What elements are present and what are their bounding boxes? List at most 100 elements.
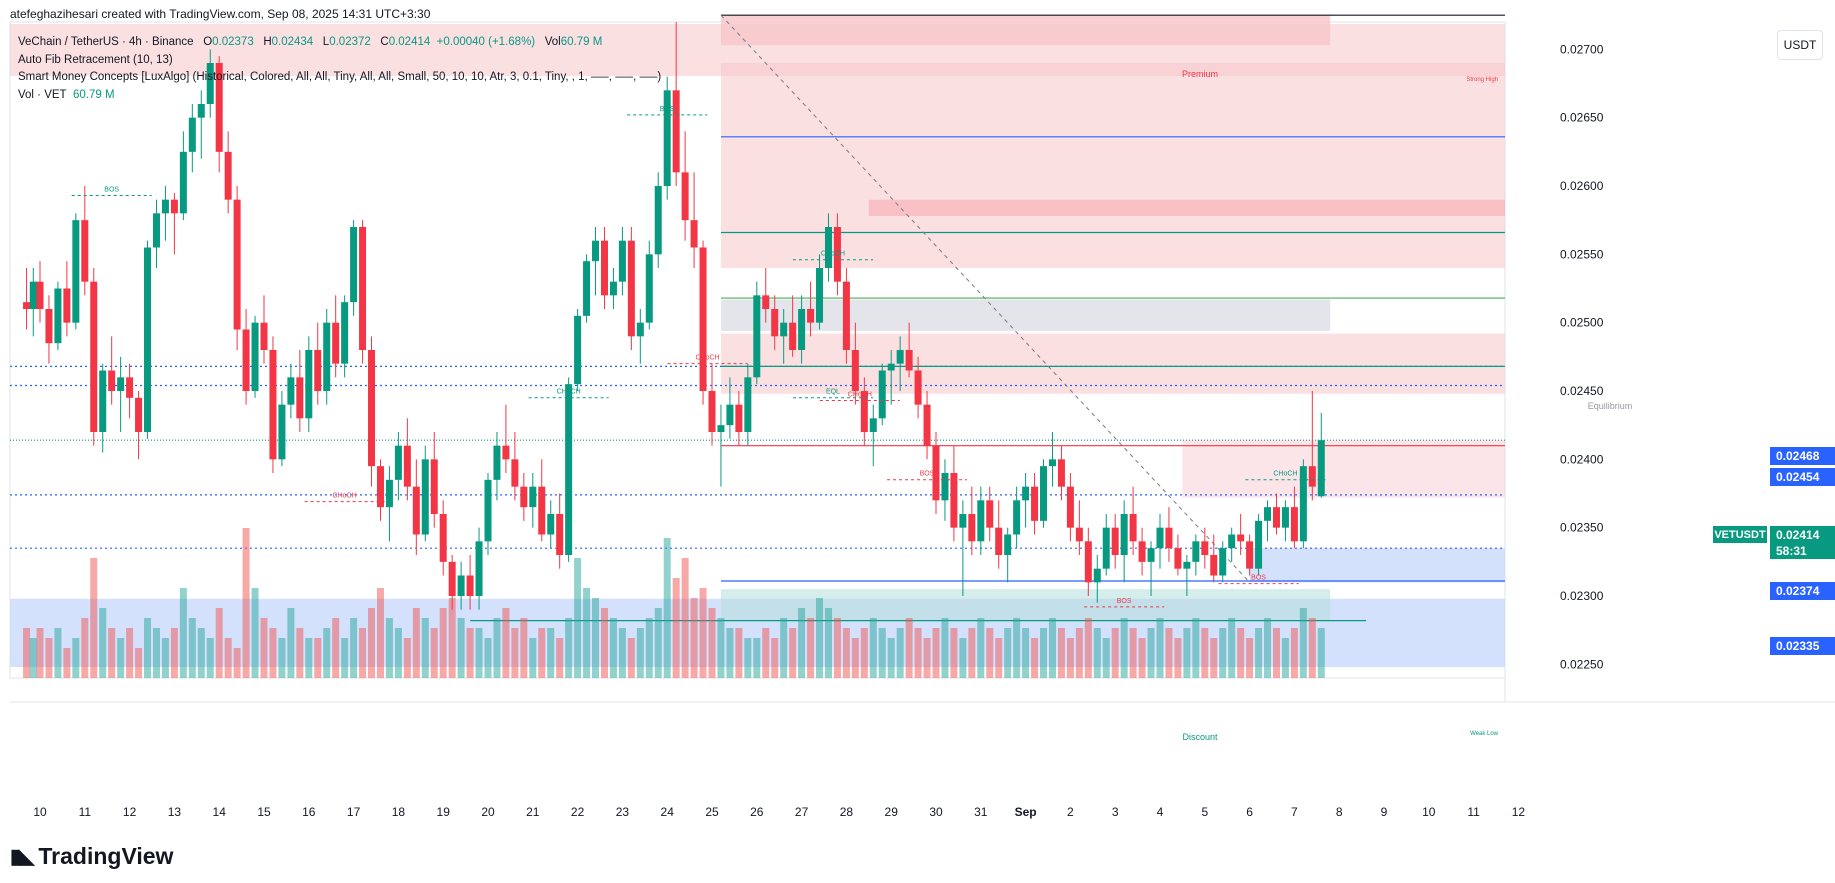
candle-body xyxy=(233,199,241,330)
volume-bar xyxy=(126,628,134,678)
candle-body xyxy=(1138,541,1146,562)
candle-body xyxy=(1210,555,1218,576)
vol-value: 60.79 M xyxy=(560,36,603,48)
candle-body xyxy=(887,363,895,371)
candle-body xyxy=(574,315,582,385)
volume-bar xyxy=(251,588,259,678)
premium-label: Premium xyxy=(1182,69,1218,79)
volume-bar xyxy=(90,558,98,678)
volume-bar xyxy=(233,648,241,678)
candle-body xyxy=(1040,466,1048,521)
volume-bar xyxy=(152,628,160,678)
candle-body xyxy=(81,220,89,282)
time-tick-label: 6 xyxy=(1246,805,1253,819)
candle-body xyxy=(1174,548,1182,569)
price-tag-4: 0.02335 xyxy=(1770,637,1835,655)
legend-indicator-smc[interactable]: Smart Money Concepts [LuxAlgo] (Historic… xyxy=(18,71,662,83)
price-tick-label: 0.02600 xyxy=(1560,179,1604,193)
structure-label: CHoCH xyxy=(848,391,872,398)
time-tick-label: 9 xyxy=(1381,805,1388,819)
tradingview-logo[interactable]: ▮◣ TradingView xyxy=(10,843,173,870)
time-tick-label: 10 xyxy=(1422,805,1436,819)
volume-bar xyxy=(448,598,456,678)
candle-body xyxy=(762,295,770,309)
current-price-tag: 0.02414 xyxy=(1770,526,1835,544)
high-value: 0.02434 xyxy=(271,36,314,48)
volume-bar xyxy=(493,618,501,678)
legend-indicator-fib[interactable]: Auto Fib Retracement (10, 13) xyxy=(18,53,173,66)
volume-bar xyxy=(941,618,949,678)
symbol-tag: VETUSDT xyxy=(1713,526,1767,543)
volume-bar xyxy=(1075,628,1083,678)
candle-body xyxy=(36,281,44,309)
candle-body xyxy=(1147,548,1155,562)
candle-body xyxy=(314,350,322,391)
discount-band xyxy=(720,589,1331,621)
volume-bar xyxy=(224,638,232,678)
time-tick-label: 10 xyxy=(33,805,47,819)
volume-bar xyxy=(341,638,349,678)
candle-body xyxy=(1281,507,1289,528)
price-tick-label: 0.02500 xyxy=(1560,316,1604,330)
candle-body xyxy=(950,473,958,528)
candle-body xyxy=(753,295,761,378)
volume-bar xyxy=(1040,628,1048,678)
currency-button[interactable]: USDT xyxy=(1777,30,1823,60)
volume-bar xyxy=(197,628,205,678)
structure-label: BOS xyxy=(104,186,119,193)
candle-body xyxy=(789,322,797,350)
time-tick-label: Sep xyxy=(1015,805,1037,819)
volume-bar xyxy=(556,638,564,678)
time-tick-label: 13 xyxy=(168,805,182,819)
candle-body xyxy=(771,309,779,337)
candle-body xyxy=(807,309,815,323)
volume-bar xyxy=(887,638,895,678)
candle-body xyxy=(197,104,205,118)
volume-bar xyxy=(520,618,528,678)
time-tick-label: 12 xyxy=(123,805,137,819)
structure-label: CHoCH xyxy=(333,493,357,500)
volume-bar xyxy=(798,608,806,678)
candle-body xyxy=(923,404,931,446)
premium-band xyxy=(720,15,1331,46)
open-value: 0.02373 xyxy=(212,36,254,48)
candle-body xyxy=(1120,514,1128,555)
legend-symbol[interactable]: VeChain / TetherUS · 4h · Binance xyxy=(18,36,194,48)
time-tick-label: 22 xyxy=(571,805,585,819)
time-tick-label: 25 xyxy=(705,805,719,819)
candle-body xyxy=(502,445,510,460)
volume-bar xyxy=(1013,618,1021,678)
volume-bar xyxy=(206,638,214,678)
volume-bar xyxy=(878,628,886,678)
volume-bar xyxy=(968,628,976,678)
volume-bar xyxy=(305,638,313,678)
time-tick-label: 3 xyxy=(1112,805,1119,819)
candle-body xyxy=(448,561,456,596)
candle-body xyxy=(1237,534,1245,542)
volume-bar xyxy=(824,608,832,678)
volume-bar xyxy=(1048,618,1056,678)
candle-body xyxy=(878,370,886,419)
volume-bar xyxy=(681,558,689,678)
candle-body xyxy=(824,227,832,268)
candle-body xyxy=(152,213,160,248)
volume-bar xyxy=(807,618,815,678)
volume-bar xyxy=(457,618,465,678)
volume-bar xyxy=(574,558,582,678)
candle-body xyxy=(1111,527,1119,555)
candle-body xyxy=(385,479,393,508)
legend-volume-row[interactable]: Vol · VET 60.79 M xyxy=(18,87,661,105)
volume-bar xyxy=(1129,628,1137,678)
volume-bar xyxy=(592,598,600,678)
time-tick-label: 8 xyxy=(1336,805,1343,819)
candle-body xyxy=(1066,486,1074,528)
low-value: 0.02372 xyxy=(329,36,371,48)
candle-body xyxy=(23,302,31,309)
volume-bar xyxy=(932,628,940,678)
time-tick-label: 17 xyxy=(347,805,361,819)
candle-body xyxy=(681,172,689,221)
candle-body xyxy=(690,220,698,248)
volume-bar xyxy=(699,588,707,678)
candle-body xyxy=(977,500,985,542)
